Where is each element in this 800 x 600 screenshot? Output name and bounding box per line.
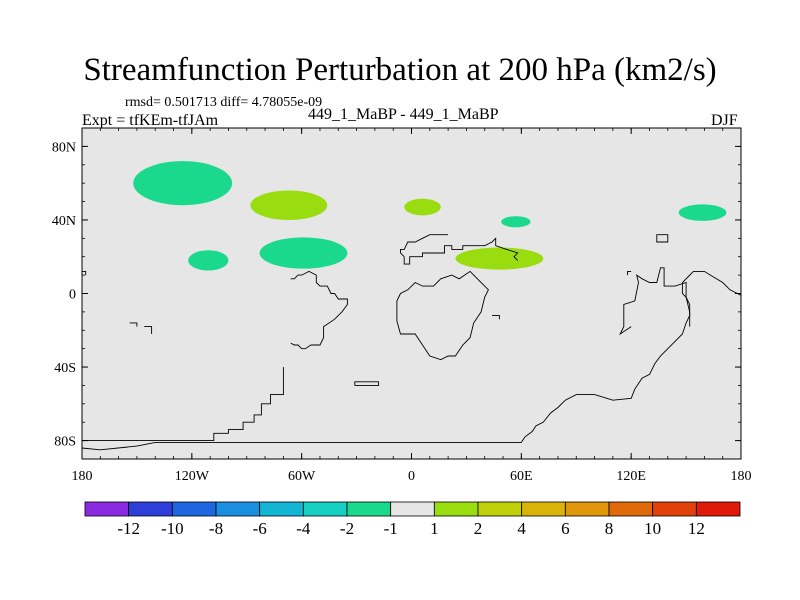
coastline-segment [129, 322, 138, 327]
coastline-segment [82, 270, 87, 276]
colorbar-swatch [695, 501, 741, 517]
coastline-segment [290, 270, 348, 346]
y-tick-label: 0 [69, 288, 76, 303]
x-tick-label: 180 [72, 469, 93, 484]
coastline-segment [396, 270, 489, 361]
coastline-segment [354, 381, 380, 386]
colorbar-label: -8 [209, 519, 223, 538]
colorbar-swatch [477, 501, 523, 517]
x-tick-label: 120W [175, 469, 210, 484]
anomaly-north-atlantic [404, 198, 441, 216]
coastline-segment [656, 234, 669, 243]
coastline-segment [290, 342, 312, 350]
colorbar-label: 1 [430, 519, 439, 538]
colorbar-swatch [564, 501, 610, 517]
colorbar-swatch [259, 501, 304, 517]
colorbar-label: -4 [296, 519, 311, 538]
colorbar-label: 4 [517, 519, 526, 538]
colorbar-label: -6 [253, 519, 267, 538]
colorbar-swatch [433, 501, 479, 517]
anomaly-east-pacific [188, 250, 229, 271]
x-tick-label: 60E [510, 469, 533, 484]
y-tick-label: 40S [54, 361, 76, 376]
anomaly-layer [133, 161, 727, 271]
colorbar: -12 -10 -8 -6 -4 -2 -1 1 2 4 6 8 10 12 [84, 501, 741, 538]
colorbar-swatch [128, 501, 173, 517]
coastline-segment [82, 367, 284, 442]
colorbar-swatch [302, 501, 348, 517]
coastline-segment [81, 270, 742, 451]
anomaly-middle-east [501, 216, 531, 228]
colorbar-swatch [521, 501, 566, 517]
colorbar-label: -12 [117, 519, 140, 538]
coastline-segment [619, 267, 691, 336]
colorbar-label: -10 [161, 519, 184, 538]
y-tick-label: 40N [52, 214, 76, 229]
map-title: Streamfunction Perturbation at 200 hPa (… [83, 52, 717, 88]
colorbar-label: 12 [688, 519, 705, 538]
x-tick-label: 60W [288, 469, 316, 484]
colorbar-label: -2 [340, 519, 354, 538]
experiment-label: Expt = tfKEm-tfJAm [82, 112, 219, 129]
colorbar-swatch [608, 501, 654, 517]
x-tick-label: 180 [731, 469, 752, 484]
colorbar-label: 2 [474, 519, 483, 538]
colorbar-swatch [84, 501, 130, 517]
y-tick-label: 80S [54, 435, 76, 450]
colorbar-swatch [346, 501, 392, 517]
coastline-segment [627, 270, 632, 276]
axis-ticks: 180 120W 60W 0 60E 120E 180 80N 40N 0 40S 80S [52, 128, 752, 484]
colorbar-swatch [215, 501, 261, 517]
x-tick-label: 0 [408, 469, 415, 484]
season-label: DJF [711, 112, 738, 129]
colorbar-swatch [390, 501, 435, 517]
anomaly-arabia-india [455, 247, 544, 270]
colorbar-label: 10 [644, 519, 661, 538]
colorbar-label: 8 [605, 519, 614, 538]
anomaly-caribbean [259, 237, 348, 269]
colorbar-swatch [652, 501, 697, 517]
x-tick-label: 120E [616, 469, 646, 484]
anomaly-northwest-pacific [678, 204, 727, 221]
y-tick-label: 80N [52, 140, 76, 155]
case-label: 449_1_MaBP - 449_1_MaBP [308, 106, 499, 123]
coastline-segment [144, 326, 153, 334]
coastline-segment [400, 234, 449, 258]
coastline-segment [403, 237, 519, 265]
anomaly-north-pacific [133, 161, 233, 206]
colorbar-label: -1 [384, 519, 398, 538]
coastline-layer [81, 234, 742, 451]
anomaly-north-america [250, 190, 328, 220]
colorbar-swatch [171, 501, 217, 517]
colorbar-label: 6 [561, 519, 570, 538]
coastline-segment [492, 315, 500, 320]
rmsd-stats: rmsd= 0.501713 diff= 4.78055e-09 [125, 95, 323, 110]
